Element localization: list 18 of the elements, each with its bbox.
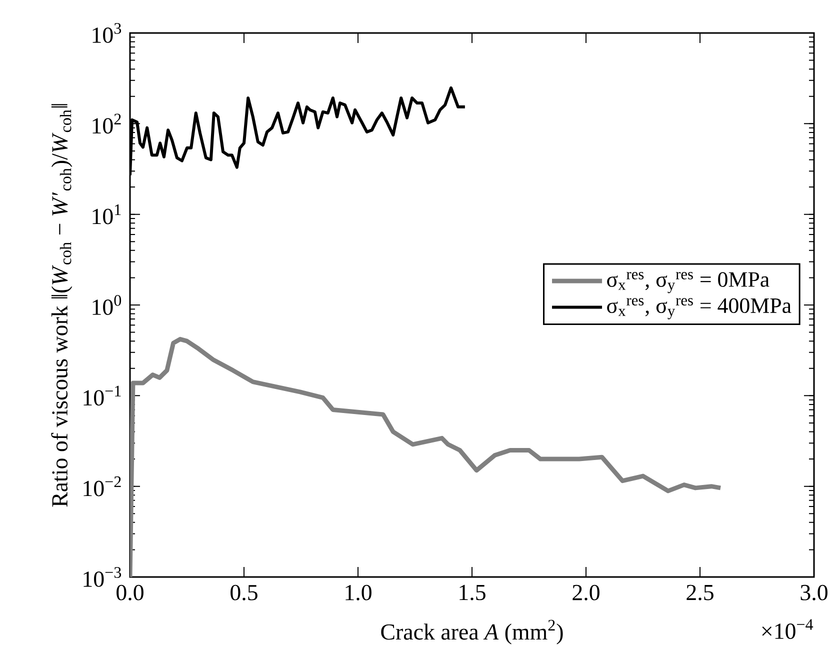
x-tick-label: 2.5 (686, 584, 714, 600)
text: Ratio of viscous work ‖(W$_{coh}$ − W′$_{coh}$)/W$_{coh}$‖ (51, 104, 72, 507)
x-axis-title: Crack area A (mm$^{2}$) (381, 620, 563, 644)
x-tick-label: 0.0 (116, 584, 144, 600)
y-tick-label: 10$^{3}$ (92, 23, 122, 43)
y-tick-label: 10$^{0}$ (92, 295, 122, 315)
y-tick-label: 10$^{−1}$ (84, 386, 121, 406)
x-tick-label: 0.5 (230, 584, 258, 600)
text: ×10$^{−4}$ (762, 619, 814, 639)
y-tick-label: 10$^{−2}$ (84, 476, 121, 496)
y-tick-label: 10$^{2}$ (92, 114, 121, 134)
legend-label: σ$_{x}$$^{res}$, σ$_{y}$$^{res}$ = 0MPa (607, 272, 770, 294)
legend-label: σ$_{x}$$^{res}$, σ$_{y}$$^{res}$ = 400MPa (607, 298, 792, 320)
x-tick-label: 1.5 (460, 584, 486, 600)
y-tick-label: 10$^{1}$ (92, 204, 121, 224)
x-tick-label: 1.0 (346, 584, 372, 600)
x-tick-label: 2.0 (572, 584, 600, 600)
x-tick-label: 3.0 (800, 584, 828, 600)
